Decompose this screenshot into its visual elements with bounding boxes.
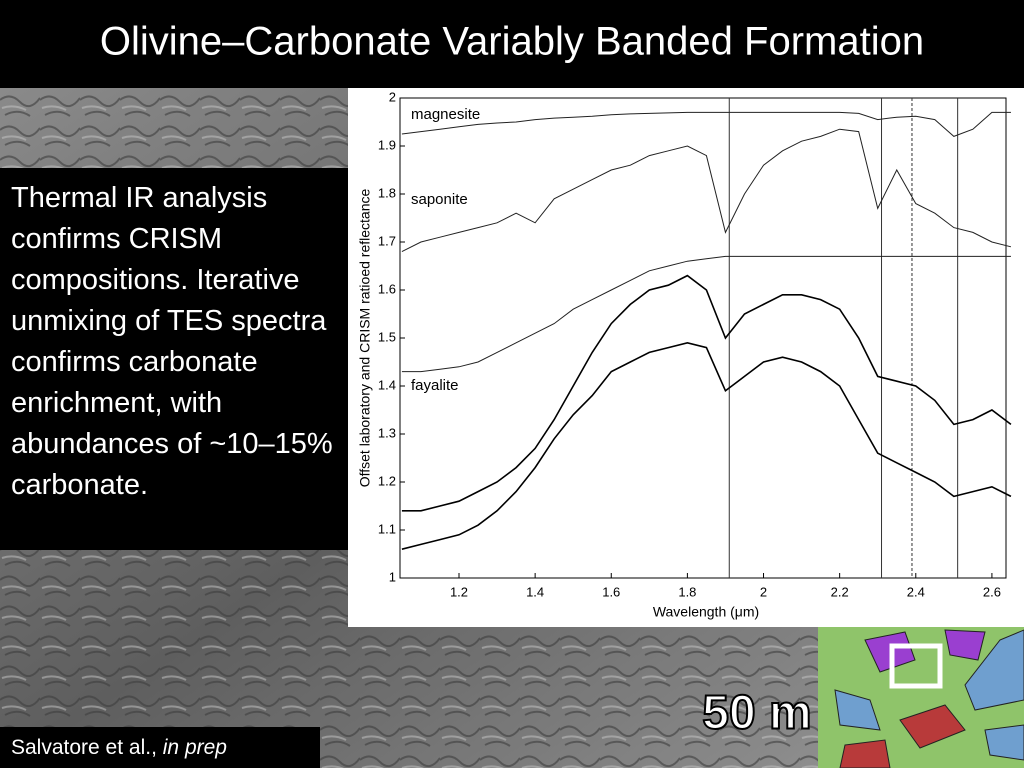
x-tick-label: 1.2 <box>450 584 468 599</box>
chart-panel <box>348 88 1024 627</box>
title-bar <box>0 0 1024 88</box>
map-region <box>839 739 891 769</box>
map-highlight-box <box>889 643 943 689</box>
y-tick-label: 1.3 <box>378 425 396 440</box>
series-line <box>401 341 1012 550</box>
map-region <box>899 704 966 749</box>
y-tick-label: 1.4 <box>378 377 396 392</box>
series-label: magnesite <box>411 106 480 123</box>
y-axis-label: Offset laboratory and CRISM ratioed refl… <box>357 189 373 488</box>
y-tick-label: 1.6 <box>378 281 396 296</box>
y-tick-label: 1.2 <box>378 473 396 488</box>
map-region <box>964 629 1024 711</box>
series-line <box>401 128 1012 253</box>
x-tick-label: 2.6 <box>983 584 1001 599</box>
series-line <box>401 111 1011 137</box>
x-tick-label: 1.6 <box>602 584 620 599</box>
x-tick-label: 1.4 <box>526 584 544 599</box>
map-region <box>944 629 986 661</box>
x-axis-label: Wavelength (μm) <box>653 604 759 620</box>
y-tick-label: 1.1 <box>378 521 396 536</box>
map-region <box>984 724 1024 761</box>
y-tick-label: 1.5 <box>378 329 396 344</box>
text-box <box>0 168 348 550</box>
y-tick-label: 1 <box>389 569 396 584</box>
y-tick-label: 1.8 <box>378 185 396 200</box>
series-line <box>401 274 1012 512</box>
series-label: fayalite <box>411 377 459 394</box>
citation-authors: Salvatore et al., <box>11 736 157 759</box>
series-line <box>401 255 1011 373</box>
x-tick-label: 2.4 <box>907 584 925 599</box>
y-tick-label: 2 <box>389 89 396 104</box>
citation-box <box>0 727 320 768</box>
citation-note: in prep <box>163 736 227 759</box>
map-inset <box>818 627 1024 769</box>
slide-title: Olivine–Carbonate Variably Banded Format… <box>100 20 924 64</box>
y-tick-label: 1.7 <box>378 233 396 248</box>
y-tick-label: 1.9 <box>378 137 396 152</box>
scale-bar-label: 50 m <box>702 687 811 740</box>
x-tick-label: 1.8 <box>678 584 696 599</box>
citation: Salvatore et al., in prep <box>11 736 227 759</box>
x-tick-label: 2 <box>760 584 767 599</box>
x-tick-label: 2.2 <box>831 584 849 599</box>
text-box-content: Thermal IR analysis confirms CRISM compo… <box>11 182 333 501</box>
body-text: Thermal IR analysis confirms CRISM compo… <box>11 182 333 501</box>
series-label: saponite <box>411 191 468 208</box>
map-region <box>834 689 881 731</box>
